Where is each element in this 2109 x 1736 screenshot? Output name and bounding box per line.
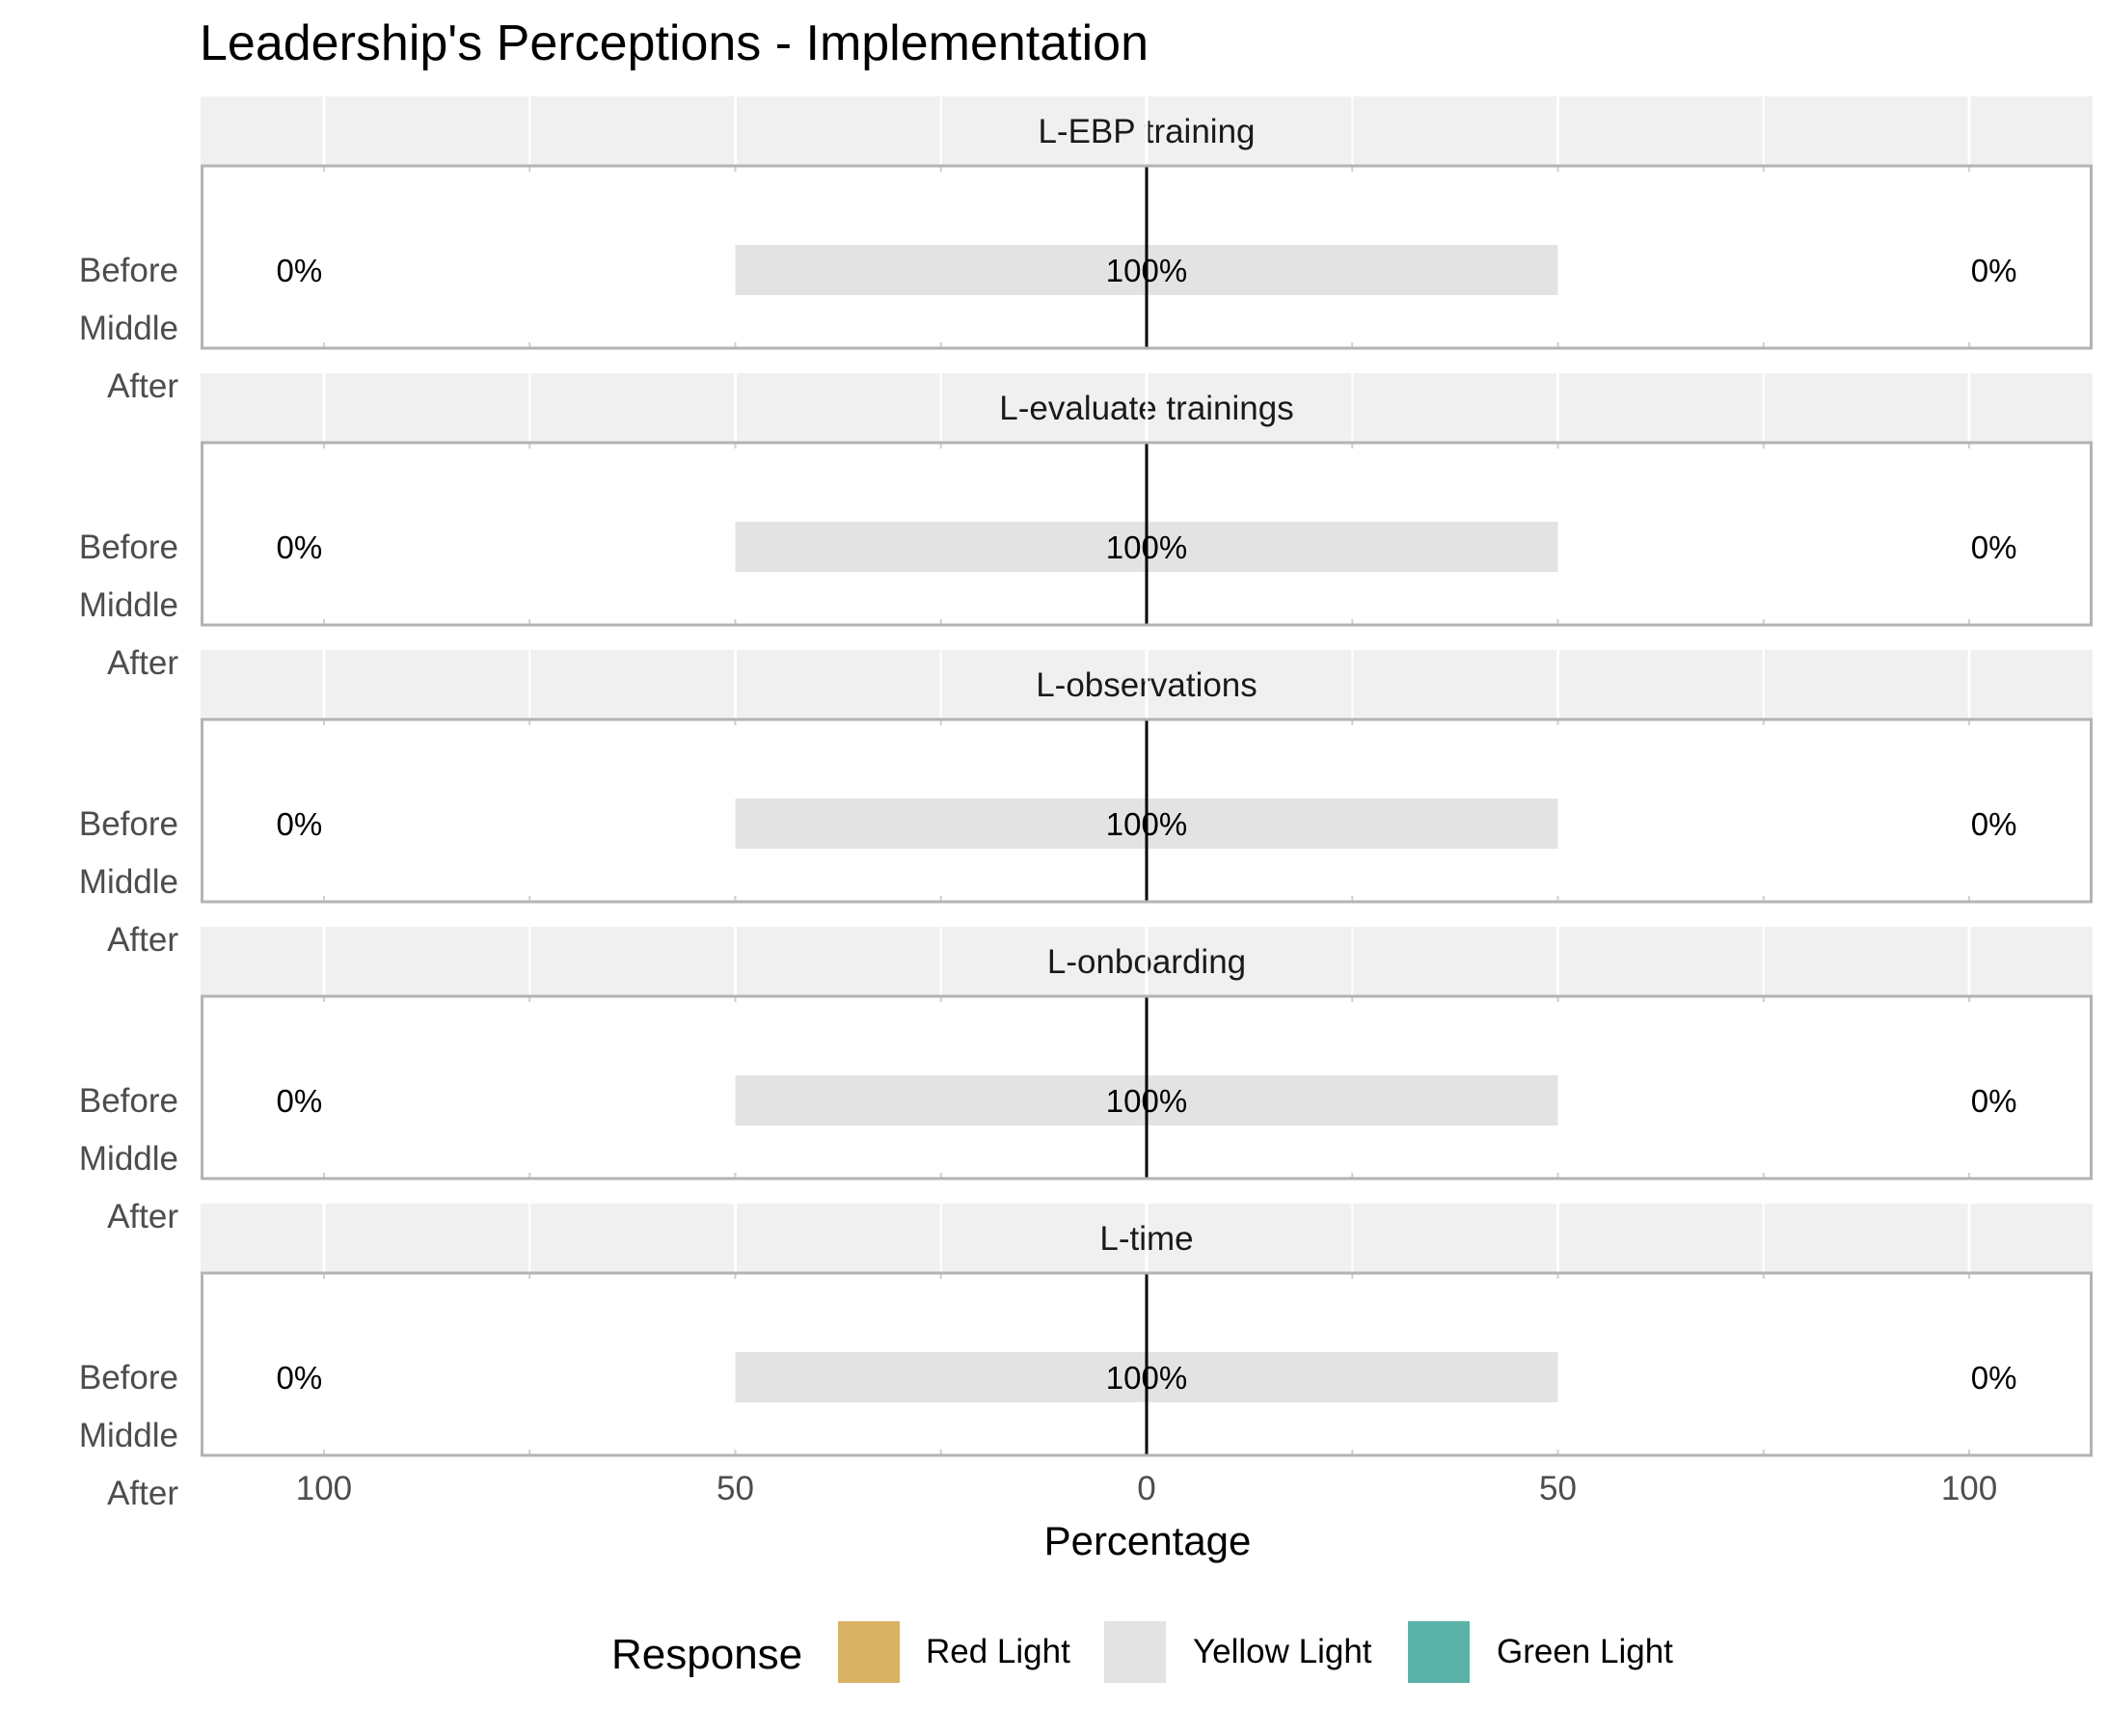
y-tick-label: After xyxy=(107,1475,178,1512)
panel-border xyxy=(201,994,2093,1180)
panel-border xyxy=(201,164,2093,350)
y-tick-label: After xyxy=(107,1198,178,1235)
legend: Response Red Light Yellow Light Green Light xyxy=(611,1619,1673,1685)
x-tick-label: 100 xyxy=(296,1470,352,1507)
right-percent-label: 0% xyxy=(1971,806,2017,842)
y-tick-label: Before xyxy=(79,252,178,289)
center-percent-label: 100% xyxy=(1106,253,1187,288)
right-percent-label: 0% xyxy=(1971,1360,2017,1396)
legend-title: Response xyxy=(611,1631,802,1678)
legend-label: Green Light xyxy=(1497,1633,1673,1670)
left-percent-label: 0% xyxy=(277,253,323,288)
center-percent-label: 100% xyxy=(1106,806,1187,842)
y-tick-label: After xyxy=(107,644,178,682)
y-tick-label: Middle xyxy=(79,863,178,901)
x-tick-label: 50 xyxy=(717,1470,754,1507)
y-tick-label: Middle xyxy=(79,1417,178,1454)
y-tick-label: Middle xyxy=(79,310,178,347)
x-tick-label: 0 xyxy=(1137,1470,1155,1507)
center-percent-label: 100% xyxy=(1106,1360,1187,1396)
y-tick-label: Middle xyxy=(79,1140,178,1178)
center-percent-label: 100% xyxy=(1106,1083,1187,1119)
legend-swatch xyxy=(1102,1619,1168,1685)
y-tick-label: After xyxy=(107,921,178,959)
left-percent-label: 0% xyxy=(277,806,323,842)
y-tick-label: Middle xyxy=(79,586,178,624)
right-percent-label: 0% xyxy=(1971,253,2017,288)
y-tick-label: Before xyxy=(79,1082,178,1120)
left-percent-label: 0% xyxy=(277,1083,323,1119)
right-percent-label: 0% xyxy=(1971,529,2017,565)
x-axis: 100 50 0 50 100 xyxy=(296,1470,1997,1507)
legend-swatch xyxy=(836,1619,902,1685)
panel-border xyxy=(201,1271,2093,1457)
y-tick-label: Before xyxy=(79,1359,178,1397)
y-tick-label: Before xyxy=(79,529,178,566)
x-tick-label: 50 xyxy=(1539,1470,1577,1507)
chart-title: Leadership's Perceptions - Implementatio… xyxy=(200,15,1149,71)
y-tick-label: Before xyxy=(79,805,178,843)
center-percent-label: 100% xyxy=(1106,529,1187,565)
right-percent-label: 0% xyxy=(1971,1083,2017,1119)
x-axis-title: Percentage xyxy=(1044,1518,1252,1563)
legend-swatch xyxy=(1406,1619,1472,1685)
panel-border xyxy=(201,718,2093,904)
x-tick-label: 100 xyxy=(1941,1470,1997,1507)
panel-border xyxy=(201,441,2093,627)
left-percent-label: 0% xyxy=(277,529,323,565)
y-tick-label: After xyxy=(107,367,178,405)
left-percent-label: 0% xyxy=(277,1360,323,1396)
legend-label: Red Light xyxy=(926,1633,1070,1670)
legend-label: Yellow Light xyxy=(1193,1633,1372,1670)
